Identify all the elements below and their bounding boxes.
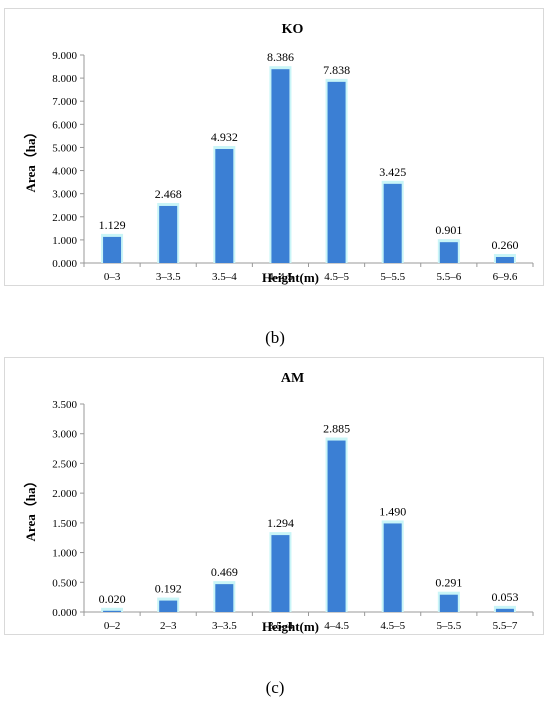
data-label: 0.053 bbox=[491, 590, 518, 604]
y-tick-label: 2.000 bbox=[52, 488, 77, 500]
y-axis-label: Area（ha） bbox=[23, 126, 38, 193]
y-tick-label: 0.000 bbox=[52, 258, 77, 270]
y-tick-label: 1.000 bbox=[52, 548, 77, 560]
data-label: 0.291 bbox=[435, 576, 462, 590]
x-tick-label: 5.5–6 bbox=[436, 271, 461, 283]
y-tick-label: 5.000 bbox=[52, 142, 77, 154]
chart-title: AM bbox=[281, 371, 304, 386]
y-tick-label: 4.000 bbox=[52, 166, 77, 178]
data-label: 2.468 bbox=[155, 187, 182, 201]
bar-6 bbox=[383, 523, 402, 612]
bar-1 bbox=[103, 610, 122, 612]
y-tick-label: 6.000 bbox=[52, 119, 77, 131]
x-tick-label: 3.5–4 bbox=[268, 620, 293, 632]
x-tick-label: 6–9.6 bbox=[493, 271, 518, 283]
chart-svg-ko: KO Area（ha） Height(m) 0.000 1.000 2.000 3.000 4… bbox=[23, 22, 534, 285]
x-tick-label: 4–4.5 bbox=[268, 271, 293, 283]
y-tick-label: 0.000 bbox=[52, 607, 77, 619]
caption-c: (c) bbox=[265, 678, 285, 697]
data-label: 0.260 bbox=[491, 238, 518, 252]
bar-5 bbox=[327, 440, 346, 612]
y-tick-label: 1.000 bbox=[52, 235, 77, 247]
data-label: 1.129 bbox=[99, 218, 126, 232]
x-tick-label: 0–2 bbox=[104, 620, 121, 632]
x-tick-label: 2–3 bbox=[160, 620, 177, 632]
x-tick-label: 5–5.5 bbox=[436, 620, 461, 632]
bar-4 bbox=[271, 69, 290, 264]
bar-6 bbox=[383, 183, 402, 263]
data-label: 2.885 bbox=[323, 422, 350, 436]
data-label: 8.386 bbox=[267, 50, 294, 64]
data-label: 0.020 bbox=[99, 592, 126, 606]
y-axis-label: Area（ha） bbox=[23, 475, 38, 542]
chart-svg-am: AM Area（ha） Height(m) 0.000 0.500 1.000 1.500 2… bbox=[23, 371, 534, 634]
y-tick-label: 9.000 bbox=[52, 50, 77, 62]
data-label: 1.490 bbox=[379, 504, 406, 518]
bar-1 bbox=[103, 236, 122, 263]
chart-title: KO bbox=[282, 22, 304, 37]
x-tick-label: 4.5–5 bbox=[324, 271, 349, 283]
chart-panel-am: AM Area（ha） Height(m) 0.000 0.500 1.000 1.500 2… bbox=[4, 357, 544, 635]
data-label: 7.838 bbox=[323, 63, 350, 77]
y-tick-label: 0.500 bbox=[52, 577, 77, 589]
bar-5 bbox=[327, 81, 346, 264]
y-tick-label: 1.500 bbox=[52, 518, 77, 530]
bar-4 bbox=[271, 535, 290, 612]
caption-b: (b) bbox=[265, 328, 285, 347]
chart-panel-ko: KO Area（ha） Height(m) 0.000 1.000 2.000 3.000 4… bbox=[4, 8, 544, 286]
x-axis-label: Height(m) bbox=[262, 270, 319, 285]
y-tick-label: 3.000 bbox=[52, 189, 77, 201]
x-tick-label: 0–3 bbox=[104, 271, 121, 283]
x-axis-label: Height(m) bbox=[262, 619, 319, 634]
bar-7 bbox=[439, 594, 458, 612]
x-tick-label: 3–3.5 bbox=[212, 620, 237, 632]
x-tick-label: 4.5–5 bbox=[380, 620, 405, 632]
bar-7 bbox=[439, 242, 458, 263]
x-tick-label: 5–5.5 bbox=[380, 271, 405, 283]
y-tick-label: 3.000 bbox=[52, 429, 77, 441]
x-tick-label: 3.5–4 bbox=[212, 271, 237, 283]
bar-3 bbox=[215, 584, 234, 612]
y-tick-label: 3.500 bbox=[52, 399, 77, 411]
bar-8 bbox=[495, 256, 514, 263]
bar-highlight bbox=[101, 607, 124, 612]
y-tick-label: 7.000 bbox=[52, 96, 77, 108]
bar-3 bbox=[215, 149, 234, 263]
y-tick-label: 8.000 bbox=[52, 73, 77, 85]
bar-2 bbox=[159, 600, 178, 612]
data-label: 0.901 bbox=[435, 223, 462, 237]
y-tick-label: 2.000 bbox=[52, 212, 77, 224]
y-tick-label: 2.500 bbox=[52, 458, 77, 470]
bar-2 bbox=[159, 205, 178, 263]
data-label: 0.469 bbox=[211, 565, 238, 579]
x-tick-label: 5.5–7 bbox=[493, 620, 518, 632]
x-tick-label: 3–3.5 bbox=[156, 271, 181, 283]
data-label: 1.294 bbox=[267, 516, 294, 530]
data-label: 4.932 bbox=[211, 130, 238, 144]
bar-8 bbox=[495, 608, 514, 612]
x-tick-label: 4–4.5 bbox=[324, 620, 349, 632]
data-label: 0.192 bbox=[155, 582, 182, 596]
data-label: 3.425 bbox=[379, 165, 406, 179]
